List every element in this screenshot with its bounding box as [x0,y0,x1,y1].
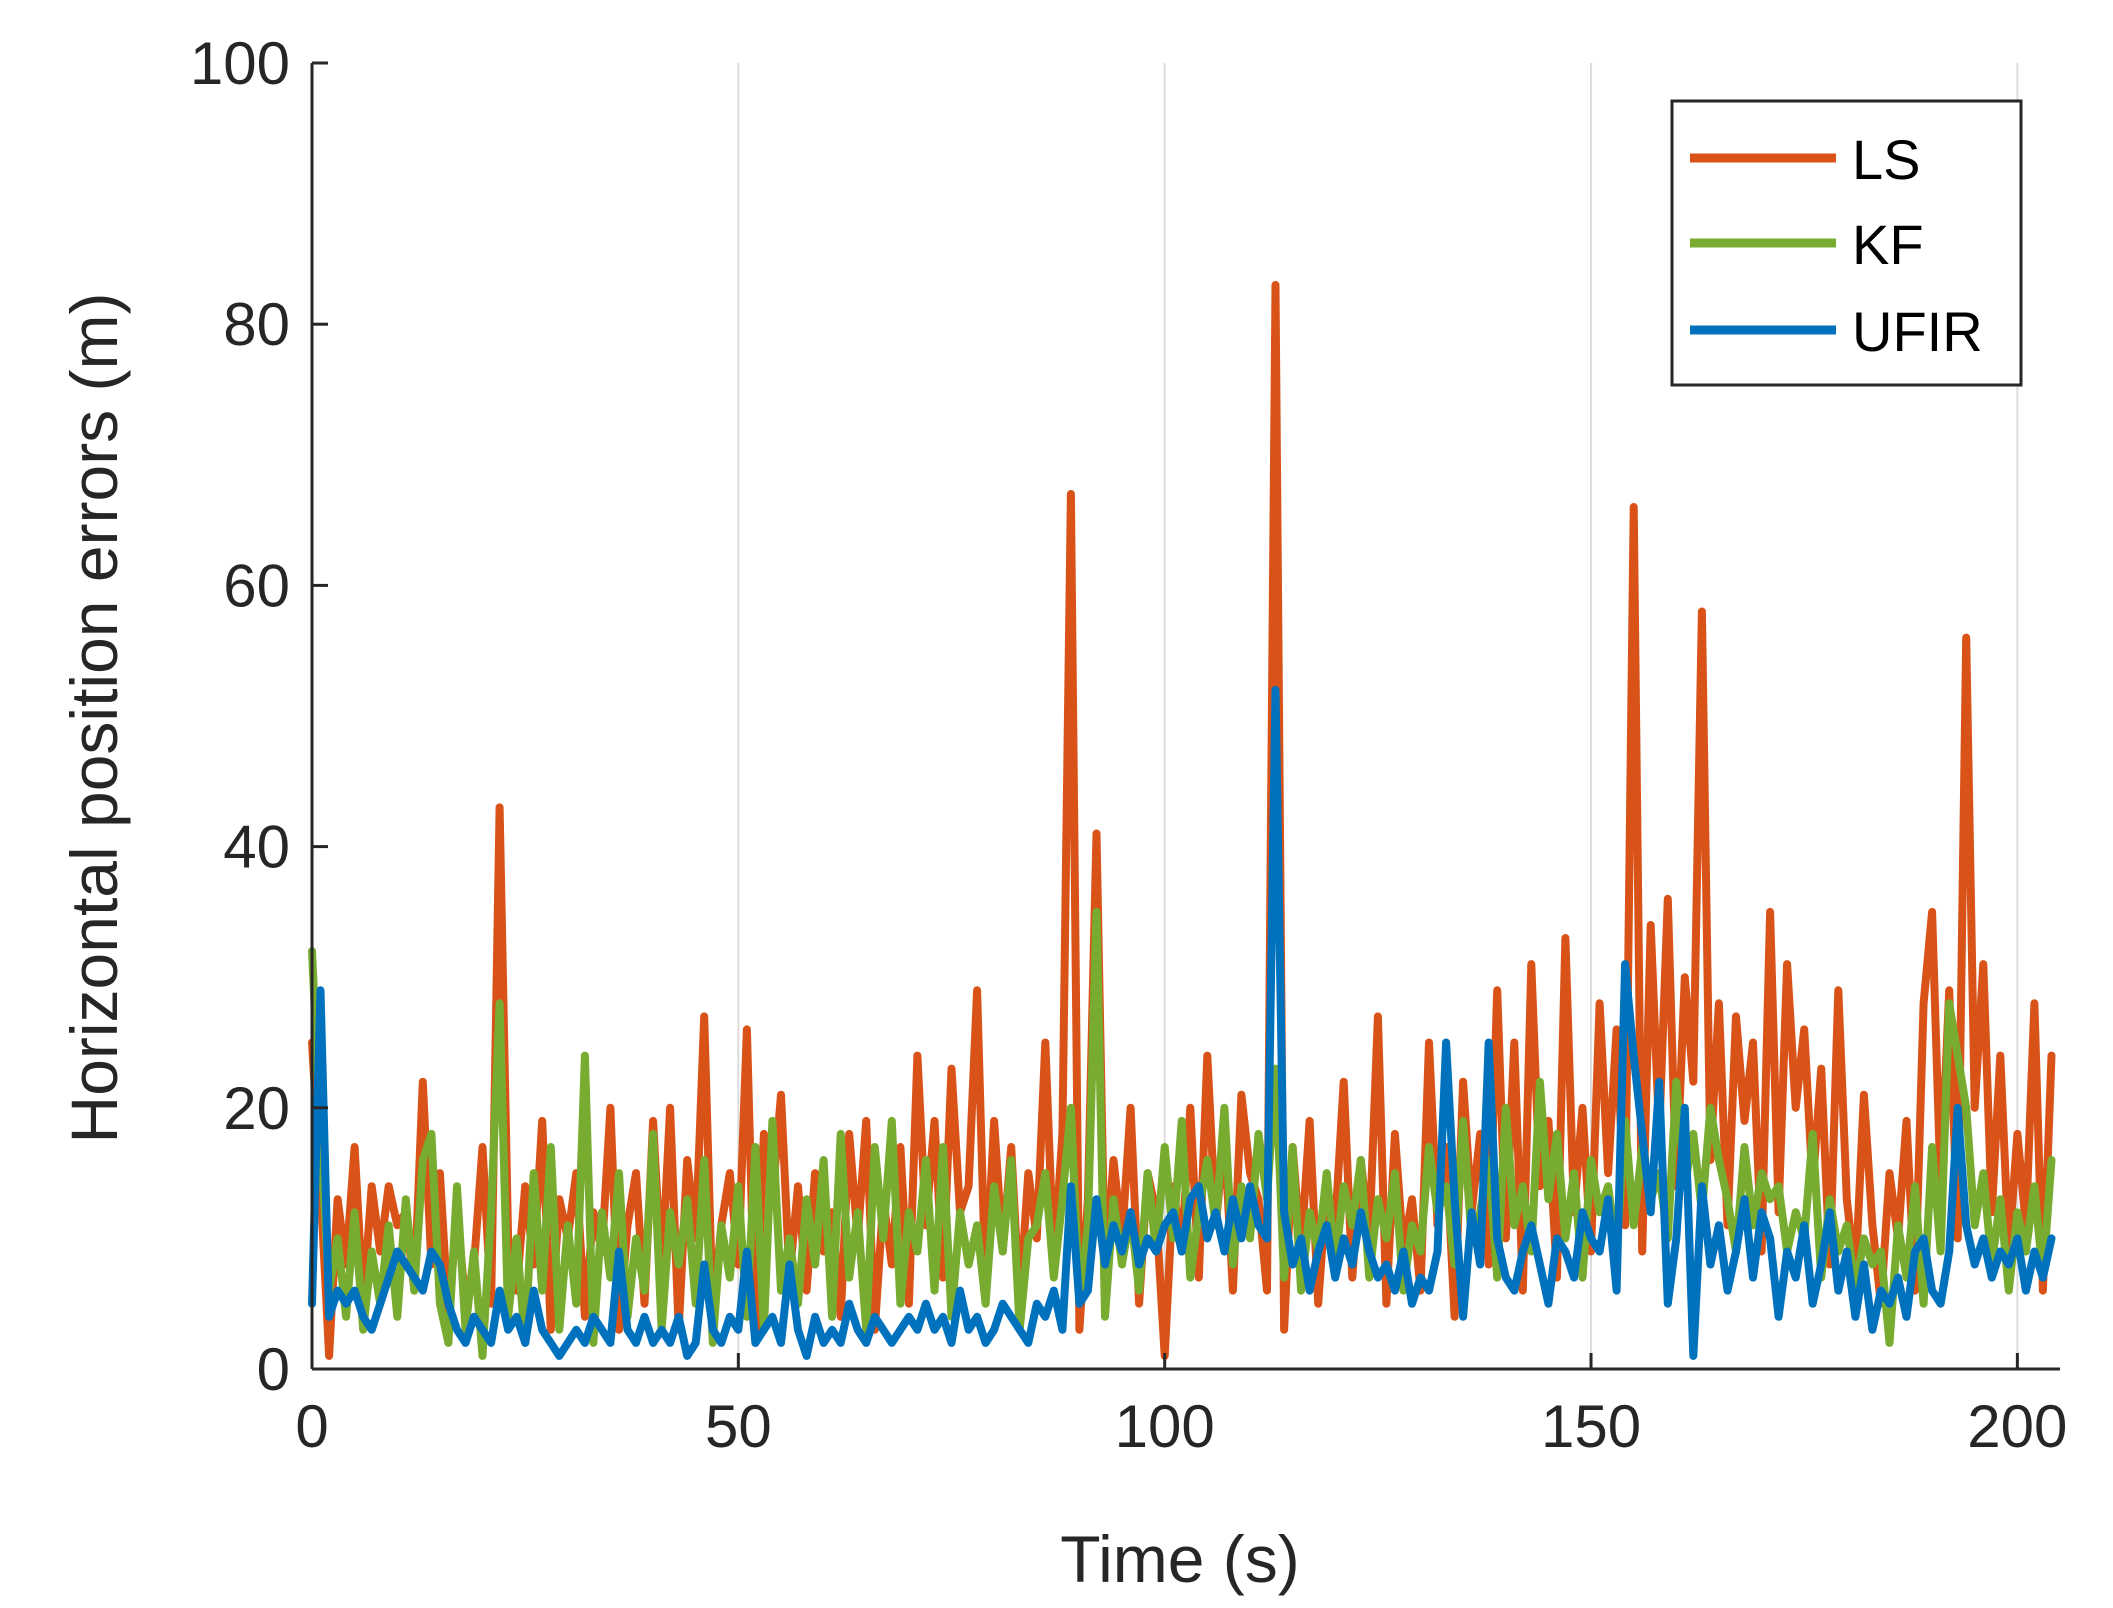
axes [310,61,2060,1371]
y-tick-label-20: 20 [223,1075,290,1142]
x-tick-label-200: 200 [1967,1393,2067,1460]
series-line-kf [308,907,2056,1360]
series-line-ufir [308,685,2056,1360]
legend-label-ufir: UFIR [1852,300,1983,363]
legend-label-kf: KF [1852,213,1924,276]
x-tick-label-150: 150 [1541,1393,1641,1460]
x-tick-label-0: 0 [295,1393,328,1460]
y-tick-label-60: 60 [223,552,290,619]
legend-label-ls: LS [1852,128,1921,191]
x-axis-title: Time (s) [1060,1522,1300,1596]
y-tick-label-80: 80 [223,291,290,358]
x-tick-label-100: 100 [1115,1393,1215,1460]
legend: LS KF UFIR [1670,99,2023,387]
y-tick-label-100: 100 [190,30,290,97]
y-axis-title: Horizontal position errors (m) [57,293,131,1144]
y-tick-label-0: 0 [257,1336,290,1403]
y-tick-label-40: 40 [223,814,290,881]
series-layer [308,281,2056,1360]
tick-labels: 0 50 100 150 200 0 20 40 60 80 100 [190,30,2068,1460]
x-tick-label-50: 50 [705,1393,772,1460]
